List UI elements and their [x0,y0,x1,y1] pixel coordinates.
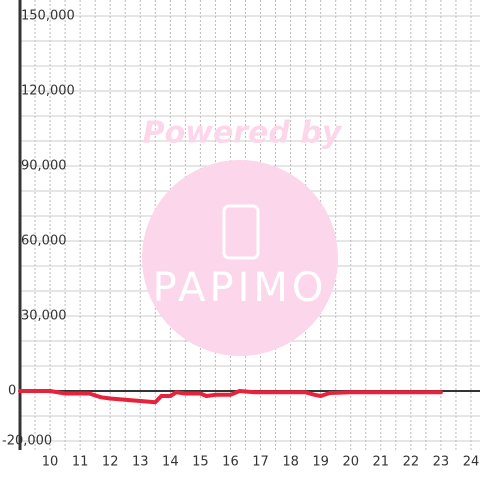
y-tick-label: -20,000 [2,434,52,449]
y-tick-label: 0 [8,384,16,399]
x-tick-label: 10 [42,455,59,470]
x-tick-label: 21 [373,455,390,470]
x-tick-label: 12 [102,455,119,470]
x-tick-label: 17 [252,455,269,470]
x-tick-label: 19 [312,455,329,470]
x-tick-label: 18 [282,455,299,470]
x-tick-label: 15 [192,455,209,470]
y-tick-label: 150,000 [21,9,75,24]
y-tick-label: 60,000 [21,234,67,249]
x-tick-label: 23 [433,455,450,470]
y-tick-label: 30,000 [21,309,67,324]
watermark-phone [222,204,260,260]
x-tick-label: 22 [403,455,420,470]
y-tick-label: 90,000 [21,159,67,174]
y-tick-label: 120,000 [21,84,75,99]
watermark-top: Powered by [143,116,343,151]
data-line [18,389,443,405]
x-tick-label: 14 [162,455,179,470]
watermark-brand: PAPIMO [153,265,328,311]
x-tick-label: 13 [132,455,149,470]
x-tick-label: 20 [342,455,359,470]
watermark: Powered by PAPIMO [142,116,343,356]
x-tick-label: 24 [463,455,480,470]
x-tick-label: 11 [72,455,89,470]
x-tick-label: 16 [222,455,239,470]
